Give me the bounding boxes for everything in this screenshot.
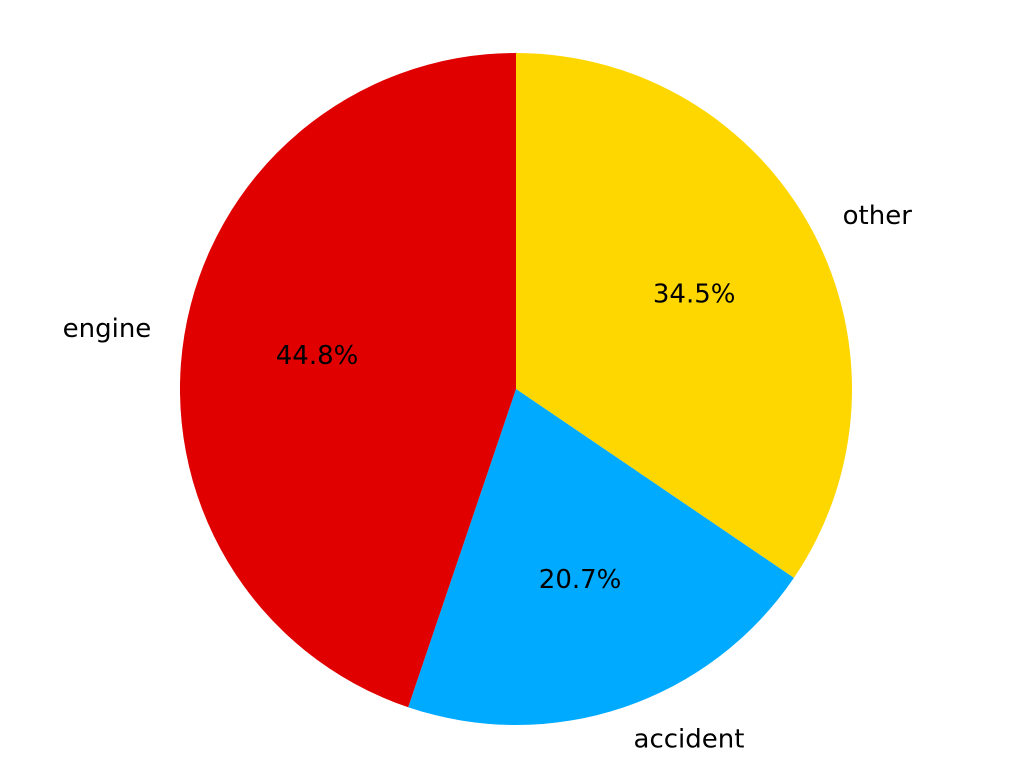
pie-slice-accident [408, 389, 794, 726]
pie-percent-label-accident: 20.7% [539, 565, 622, 595]
pie-category-label-accident: accident [634, 724, 745, 754]
pie-percent-label-other: 34.5% [653, 280, 736, 310]
pie-category-label-engine: engine [63, 314, 152, 344]
pie-percent-label-engine: 44.8% [276, 341, 359, 371]
pie-category-label-other: other [843, 201, 913, 231]
pie-labels: 34.5% other 20.7% accident 44.8% engine [63, 201, 913, 754]
pie-slices [179, 52, 853, 726]
pie-slice-other [516, 53, 853, 578]
pie-slice-engine [179, 52, 516, 708]
